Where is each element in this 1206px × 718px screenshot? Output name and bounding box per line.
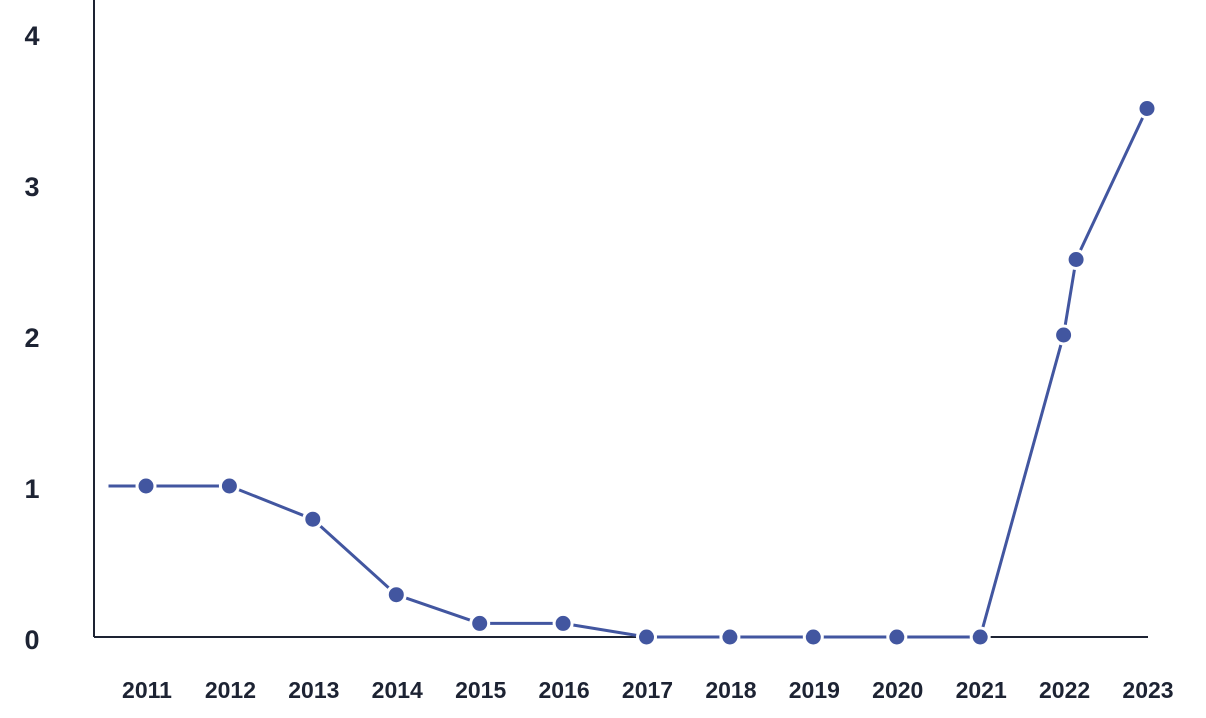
x-tick-label: 2022	[1039, 677, 1090, 703]
y-tick-label: 2	[24, 323, 39, 353]
data-point	[1065, 249, 1087, 270]
x-tick-label: 2023	[1122, 677, 1173, 703]
data-point	[1136, 98, 1158, 119]
x-tick-labels: 2011 2012 2013 2014 2015 2016 2017 2018 2019 2020…	[122, 677, 1174, 703]
x-tick-label: 2019	[789, 677, 840, 703]
y-tick-label: 4	[24, 21, 39, 51]
x-tick-label: 2014	[372, 677, 423, 703]
y-tick-label: 0	[24, 625, 39, 655]
data-point	[1053, 324, 1075, 346]
y-tick-label: 1	[24, 474, 39, 504]
x-tick-label: 2011	[122, 677, 172, 703]
data-point	[385, 584, 407, 606]
y-tick-labels: 0 1 2 3 4	[24, 21, 39, 655]
data-point	[135, 475, 157, 497]
x-tick-label: 2018	[705, 677, 756, 703]
data-point	[886, 626, 908, 648]
data-point	[302, 508, 324, 530]
data-point	[218, 475, 240, 497]
x-tick-label: 2017	[622, 677, 673, 703]
data-point	[469, 612, 491, 634]
x-tick-label: 2016	[538, 677, 589, 703]
x-tick-label: 2020	[872, 677, 923, 703]
x-tick-label: 2013	[288, 677, 339, 703]
x-tick-label: 2021	[956, 677, 1007, 703]
data-point	[969, 626, 991, 648]
data-point	[719, 626, 741, 648]
x-tick-label: 2012	[205, 677, 256, 703]
data-point	[636, 626, 657, 648]
series-line	[108, 107, 1149, 639]
x-tick-label: 2015	[455, 677, 506, 703]
y-tick-label: 3	[24, 172, 39, 202]
data-point	[552, 612, 574, 634]
series-layer	[108, 98, 1158, 648]
data-point	[802, 626, 824, 648]
